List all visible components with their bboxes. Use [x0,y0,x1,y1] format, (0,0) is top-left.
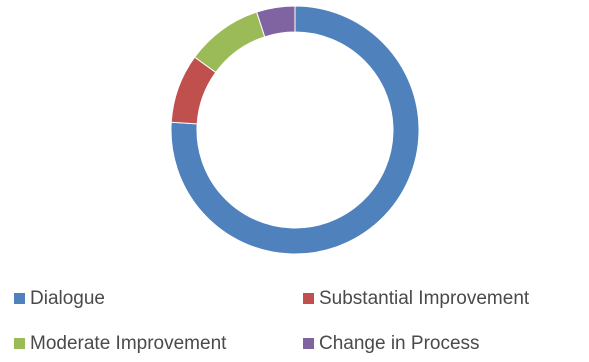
donut-slice-moderate-improvement [193,11,266,74]
donut-slice-change-in-process [256,5,296,38]
donut-slice-dialogue [170,5,420,255]
